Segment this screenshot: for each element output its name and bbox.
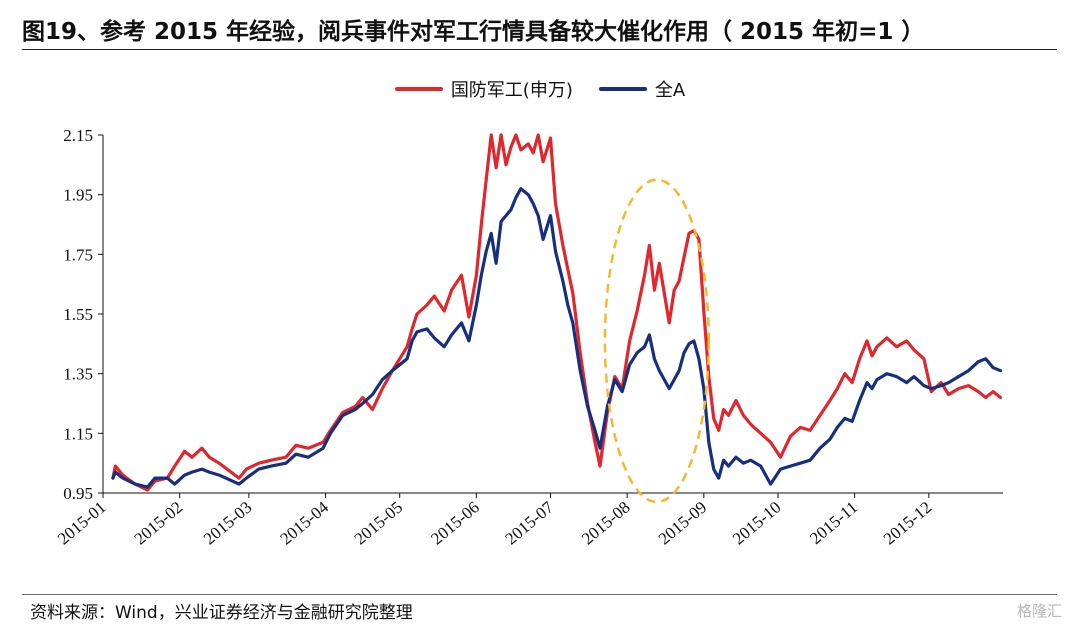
y-tick-label: 1.95 bbox=[63, 186, 93, 205]
y-tick-label: 1.55 bbox=[63, 305, 93, 324]
title-divider bbox=[22, 49, 1057, 50]
x-tick-label: 2015-11 bbox=[806, 498, 861, 549]
y-tick-label: 1.35 bbox=[63, 365, 93, 384]
series-line-defense bbox=[111, 133, 1003, 492]
x-tick-label: 2015-04 bbox=[276, 497, 332, 548]
x-tick-label: 2015-10 bbox=[729, 498, 785, 549]
legend: 国防军工(申万) 全A bbox=[0, 76, 1080, 102]
y-tick-label: 1.75 bbox=[63, 245, 93, 264]
series-line-all-a bbox=[111, 187, 1003, 489]
x-tick-label: 2015-07 bbox=[501, 497, 557, 548]
legend-label-defense: 国防军工(申万) bbox=[450, 80, 573, 101]
legend-swatch-all-a bbox=[598, 87, 647, 91]
chart-title: 图19、参考 2015 年经验，阅兵事件对军工行情具备较大催化作用（ 2015 … bbox=[22, 19, 925, 45]
y-tick-label: 2.15 bbox=[63, 126, 93, 145]
y-tick-label: 1.15 bbox=[63, 424, 93, 443]
x-tick-label: 2015-03 bbox=[200, 498, 256, 549]
x-tick-label: 2015-06 bbox=[427, 498, 483, 549]
highlight-ellipse bbox=[603, 178, 711, 504]
legend-item-all-a: 全A bbox=[598, 76, 686, 102]
x-tick-label: 2015-09 bbox=[655, 498, 711, 549]
source-note: 资料来源：Wind，兴业证券经济与金融研究院整理 bbox=[30, 603, 413, 623]
source-divider bbox=[22, 594, 1057, 595]
legend-label-all-a: 全A bbox=[654, 80, 686, 101]
legend-item-defense: 国防军工(申万) bbox=[394, 76, 573, 102]
x-tick-label: 2015-05 bbox=[351, 498, 407, 549]
x-tick-label: 2015-12 bbox=[880, 498, 936, 549]
x-tick-label: 2015-01 bbox=[54, 498, 110, 549]
legend-swatch-defense bbox=[394, 87, 443, 91]
y-tick-label: 0.95 bbox=[63, 484, 93, 503]
x-tick-label: 2015-08 bbox=[578, 498, 634, 549]
x-tick-label: 2015-02 bbox=[131, 498, 187, 549]
watermark: 格隆汇 bbox=[1016, 602, 1062, 620]
